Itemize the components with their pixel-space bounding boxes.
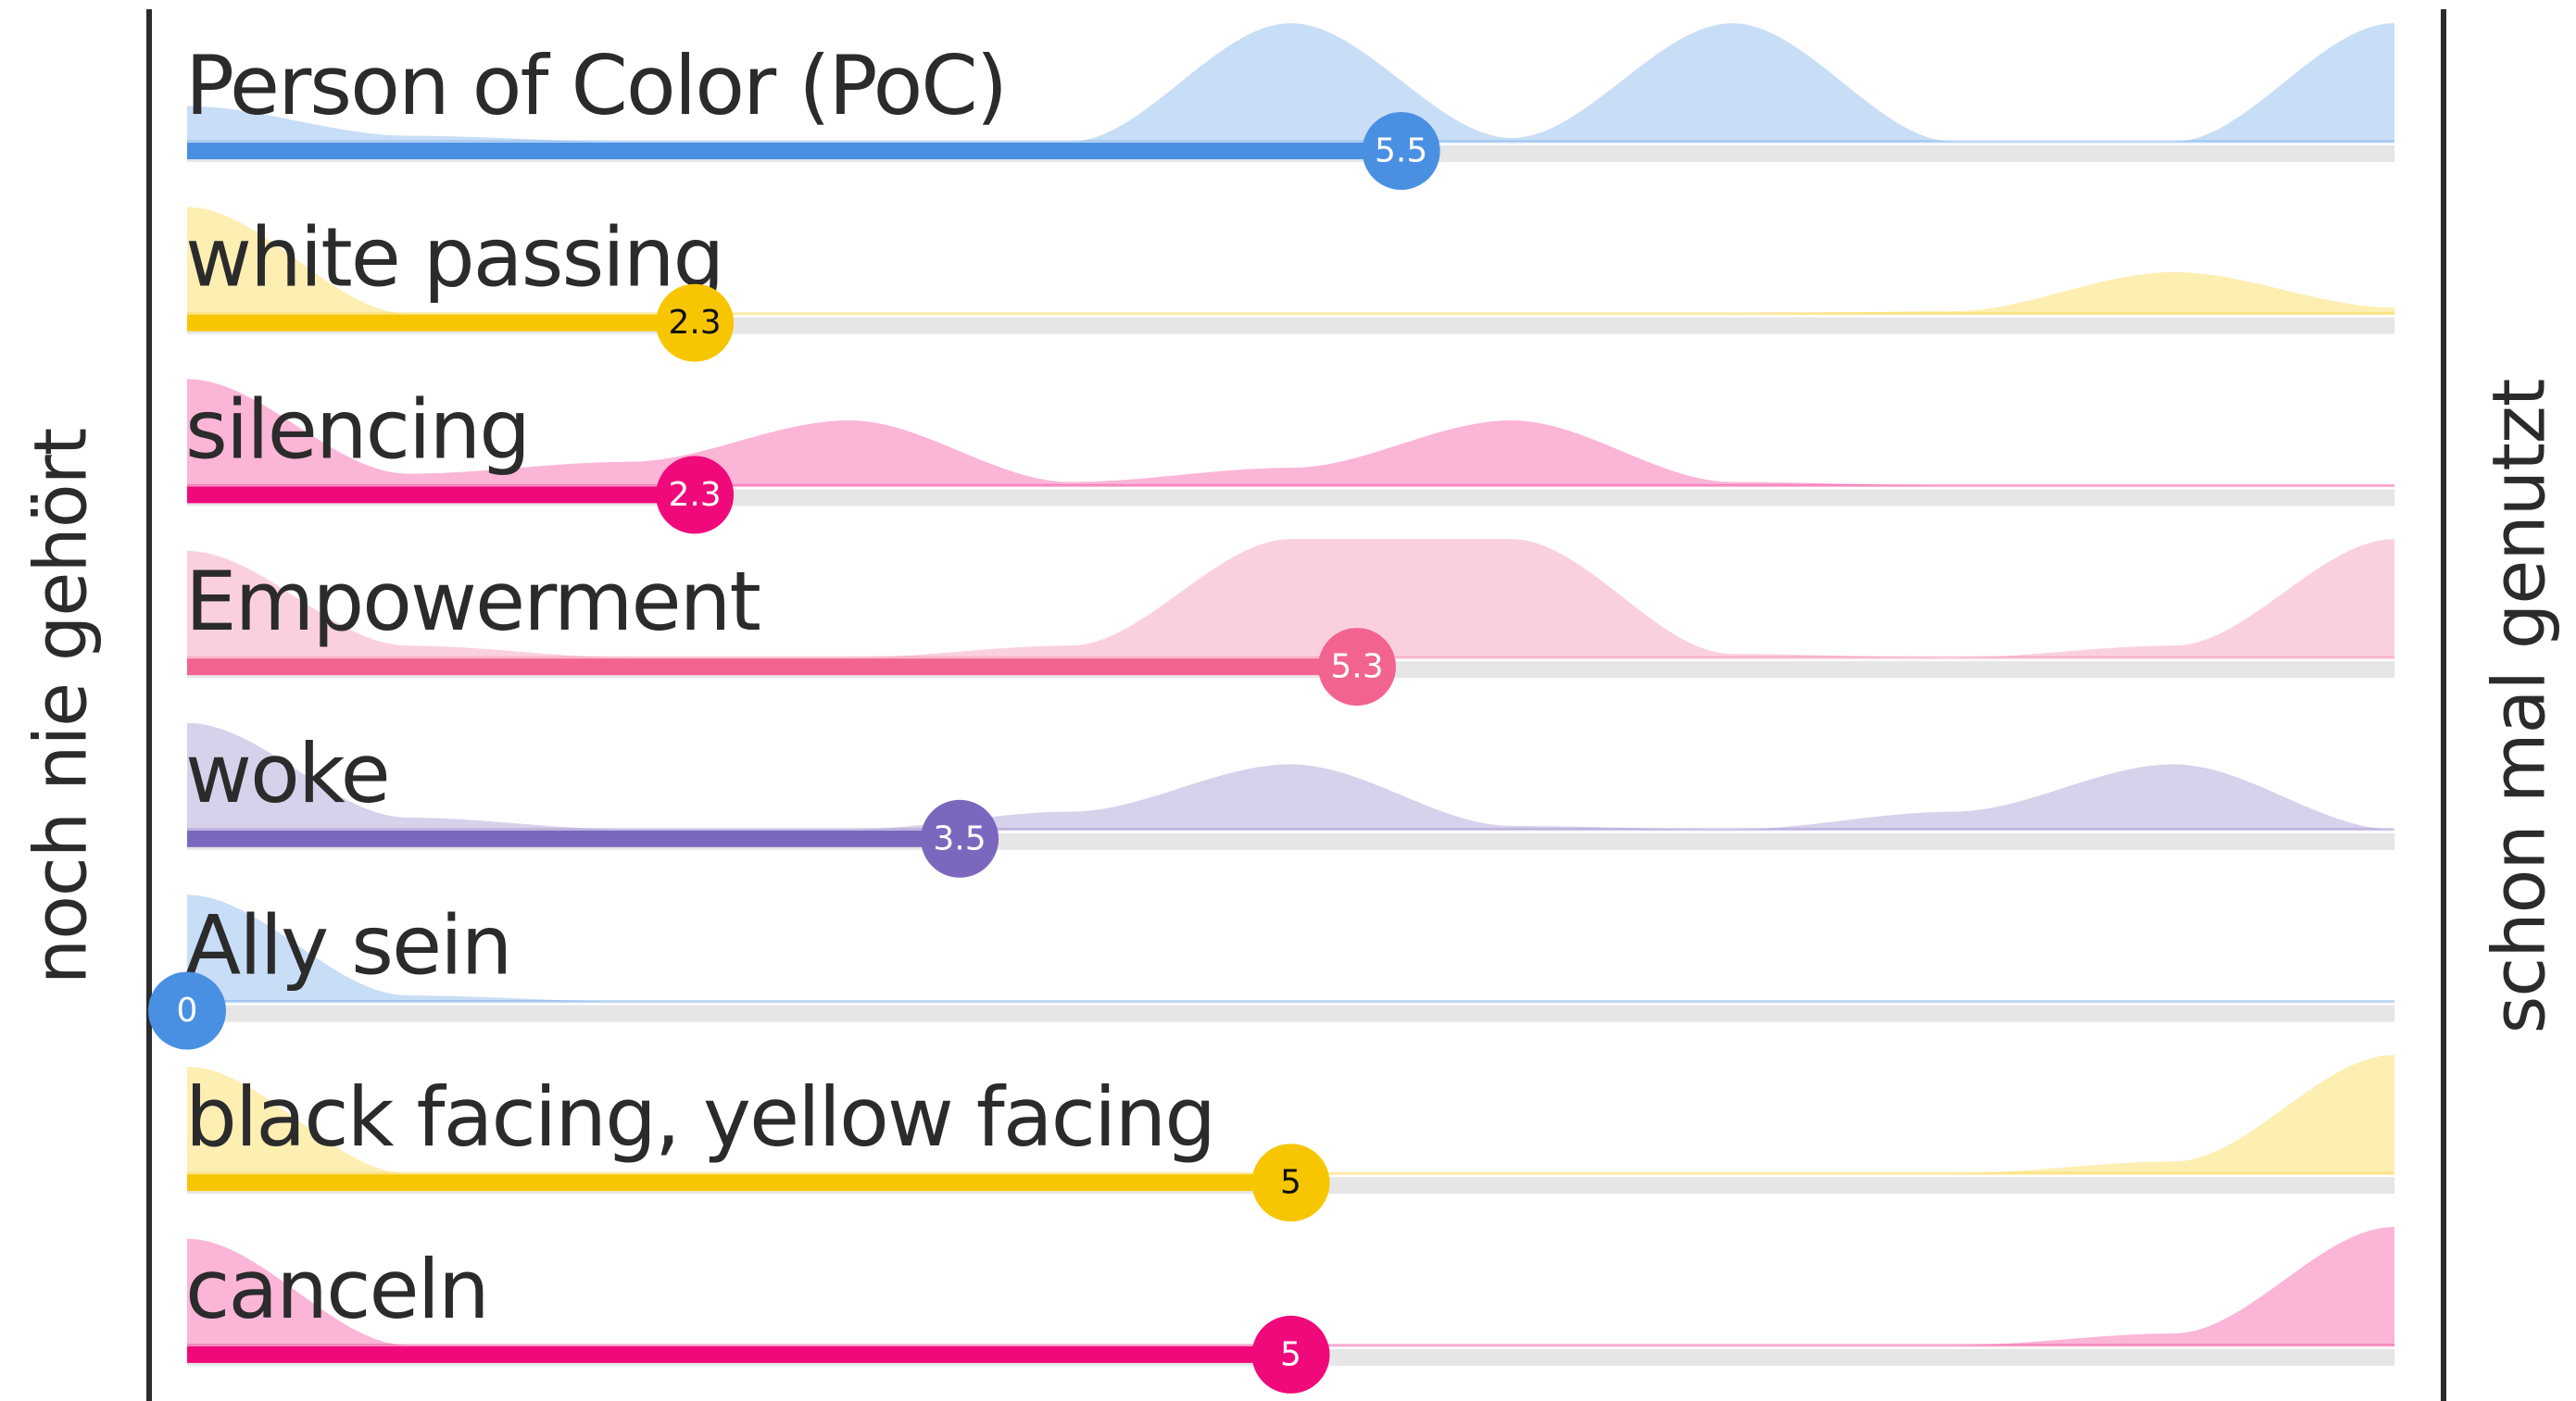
slider-knob[interactable] bbox=[1251, 1144, 1330, 1222]
knob-value: 2.3 bbox=[668, 476, 721, 514]
slider-knob[interactable] bbox=[921, 799, 999, 878]
term-label: Person of Color (PoC) bbox=[185, 38, 1006, 133]
term-label: black facing, yellow facing bbox=[185, 1070, 1214, 1165]
knob-value: 2.3 bbox=[668, 304, 721, 342]
left-label: noch nie gehört bbox=[19, 429, 103, 984]
slider-knob[interactable] bbox=[148, 971, 226, 1050]
term-label: Empowerment bbox=[185, 554, 760, 649]
slider-knob[interactable] bbox=[1362, 112, 1440, 190]
slider-track bbox=[187, 1005, 2394, 1022]
knob-value: 3.5 bbox=[933, 819, 986, 857]
distribution-area bbox=[187, 23, 2394, 142]
slider-knob[interactable] bbox=[656, 456, 735, 534]
knob-value: 5 bbox=[1280, 1164, 1301, 1202]
slider-fill bbox=[187, 1174, 1291, 1192]
slider-fill bbox=[187, 1345, 1291, 1363]
knob-value: 5.3 bbox=[1330, 648, 1383, 686]
right-label: schon mal genutzt bbox=[2478, 380, 2561, 1034]
distribution-area bbox=[187, 379, 2394, 486]
knob-value: 5.5 bbox=[1375, 132, 1427, 170]
slider-track bbox=[187, 489, 2394, 507]
distribution-area bbox=[187, 1226, 2394, 1345]
term-label: woke bbox=[185, 726, 389, 821]
knob-value: 5 bbox=[1280, 1335, 1301, 1373]
distribution-area bbox=[187, 722, 2394, 830]
knob-value: 0 bbox=[177, 992, 198, 1030]
term-label: white passing bbox=[185, 210, 723, 306]
slider-knob[interactable] bbox=[1317, 628, 1396, 707]
slider-fill bbox=[187, 830, 961, 847]
slider-fill bbox=[187, 658, 1357, 676]
slider-knob[interactable] bbox=[1251, 1315, 1330, 1394]
term-label: Ally sein bbox=[185, 898, 510, 994]
slider-knob[interactable] bbox=[656, 283, 735, 362]
slider-track bbox=[187, 317, 2394, 334]
distribution-area bbox=[187, 539, 2394, 658]
slider-fill bbox=[187, 314, 696, 331]
distribution-area bbox=[187, 894, 2394, 1002]
slider-fill bbox=[187, 486, 696, 504]
distribution-area bbox=[187, 206, 2394, 314]
term-label: canceln bbox=[185, 1242, 488, 1337]
slider-fill bbox=[187, 143, 1401, 159]
term-label: silencing bbox=[185, 382, 529, 477]
